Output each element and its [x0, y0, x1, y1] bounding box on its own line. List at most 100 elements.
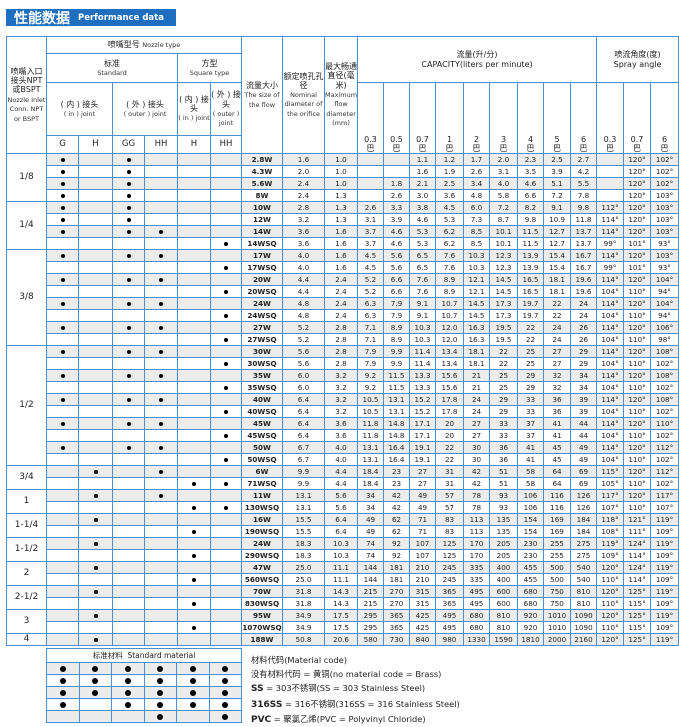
type-mark-cell — [46, 273, 79, 286]
type-mark-cell — [46, 597, 79, 610]
type-mark-cell — [112, 225, 145, 238]
capacity-value: 5.2 — [357, 285, 385, 298]
capacity-value: 14.5 — [463, 309, 491, 322]
type-mark-cell — [209, 393, 243, 406]
capacity-value: 135 — [489, 525, 519, 538]
bar-unit: 巴 — [445, 143, 454, 153]
capacity-value: 17.3 — [489, 309, 519, 322]
type-mark-cell — [177, 177, 211, 190]
pressure-value: 5 — [554, 134, 560, 144]
capacity-value: 730 — [383, 633, 411, 646]
spray-angle-value: 94° — [650, 285, 679, 298]
capacity-value: 15.6 — [435, 381, 465, 394]
dot-icon — [60, 302, 65, 306]
dot-icon — [157, 666, 164, 672]
spray-angle-value: 101° — [623, 261, 652, 274]
capacity-value: 680 — [463, 609, 491, 622]
capacity-value: 9.1 — [409, 297, 437, 310]
flow-size: 50W — [241, 441, 284, 454]
spray-angle-value: 106° — [650, 321, 679, 334]
capacity-value: 680 — [517, 585, 545, 598]
spray-angle-value: 104° — [650, 297, 679, 310]
material-cell — [208, 674, 242, 687]
capacity-value: 3.9 — [543, 165, 572, 178]
capacity-value: 19.7 — [517, 309, 545, 322]
table-row: 4 188W 50.8 20.6 580 730 840 980 1330 1590 1810 200… — [6, 633, 679, 646]
capacity-value: 20 — [435, 429, 465, 442]
nominal-diameter: 9.9 — [282, 477, 326, 490]
pressure-value: 0.7 — [630, 134, 644, 144]
type-mark-cell — [112, 369, 145, 382]
max-flow-diameter: 2.8 — [324, 345, 359, 358]
dot-icon — [189, 666, 196, 672]
capacity-value: 64 — [543, 477, 572, 490]
capacity-value: 1590 — [489, 633, 519, 646]
type-mark-cell — [78, 537, 113, 550]
capacity-value: 540 — [570, 561, 598, 574]
flow-size: 12W — [241, 213, 284, 226]
type-mark-cell — [177, 537, 211, 550]
dot-icon — [222, 690, 229, 696]
type-mark-cell — [177, 453, 211, 466]
type-mark-cell — [78, 213, 113, 226]
material-cell — [111, 662, 145, 675]
dot-icon — [224, 242, 228, 246]
material-row — [46, 686, 242, 699]
max-flow-diameter: 11.1 — [324, 561, 359, 574]
capacity-value: 83 — [435, 525, 465, 538]
capacity-value: 230 — [517, 537, 545, 550]
capacity-value: 9.8 — [570, 201, 598, 214]
capacity-value: 1330 — [463, 633, 491, 646]
flow-size: 30WSQ — [241, 357, 284, 370]
dot-icon — [159, 446, 163, 450]
capacity-value: 27 — [463, 429, 491, 442]
type-mark-cell — [209, 441, 243, 454]
capacity-value: 29 — [570, 345, 598, 358]
material-cell — [78, 686, 112, 699]
capacity-value: 74 — [357, 549, 385, 562]
table-row: 35WSQ 6.0 3.2 9.2 11.5 13.3 15.6 21 25 29 32 34 104°… — [7, 381, 679, 394]
table-row: 20W 4.4 2.4 5.2 6.6 7.6 8.9 12.1 14.5 16.5 18.1 19.… — [7, 273, 679, 286]
capacity-value: 365 — [435, 585, 465, 598]
capacity-value: 71 — [409, 513, 437, 526]
type-mark-cell — [46, 321, 79, 334]
nominal-diameter: 25.0 — [282, 573, 326, 586]
type-mark-cell — [144, 309, 178, 322]
capacity-value: 17.3 — [489, 297, 519, 310]
capacity-value: 13.1 — [357, 441, 385, 454]
capacity-value: 22 — [543, 309, 572, 322]
type-mark-cell — [209, 585, 243, 598]
dot-icon — [126, 302, 131, 306]
spray-angle-value: 119° — [650, 513, 679, 526]
material-cell — [111, 674, 145, 687]
dot-icon — [60, 182, 65, 186]
capacity-value: 27 — [409, 477, 437, 490]
max-flow-diameter: 2.8 — [324, 357, 359, 370]
capacity-value: 4.5 — [357, 261, 385, 274]
capacity-value: 36 — [489, 453, 519, 466]
capacity-value — [357, 189, 385, 202]
type-mark-cell — [46, 345, 79, 358]
capacity-value: 6.6 — [383, 273, 411, 286]
bar-unit: 巴 — [472, 143, 481, 153]
spray-angle-value: 103° — [650, 189, 679, 202]
material-cell — [176, 662, 210, 675]
capacity-value: 92 — [383, 537, 411, 550]
type-mark-cell — [112, 585, 145, 598]
dot-icon — [224, 434, 228, 438]
bar-unit: 巴 — [579, 143, 588, 153]
capacity-value: 9.2 — [357, 381, 385, 394]
inlet-size: 2 — [6, 561, 47, 586]
spray-angle-value: 114° — [596, 213, 625, 226]
dot-icon — [60, 170, 65, 174]
capacity-value: 16.3 — [463, 321, 491, 334]
material-description: = 316不锈钢(316SS = 316 Stainless Steel) — [282, 698, 460, 709]
inlet-size: 3/8 — [6, 249, 47, 346]
nominal-diameter: 6.4 — [282, 393, 326, 406]
material-cell — [78, 698, 112, 711]
material-cell — [208, 662, 242, 675]
table-row: 45W 6.4 3.6 11.8 14.8 17.1 20 27 33 37 41 44 114° 120… — [7, 417, 679, 430]
type-mark-cell — [177, 525, 211, 538]
capacity-value: 41 — [543, 429, 572, 442]
material-cell — [78, 674, 112, 687]
